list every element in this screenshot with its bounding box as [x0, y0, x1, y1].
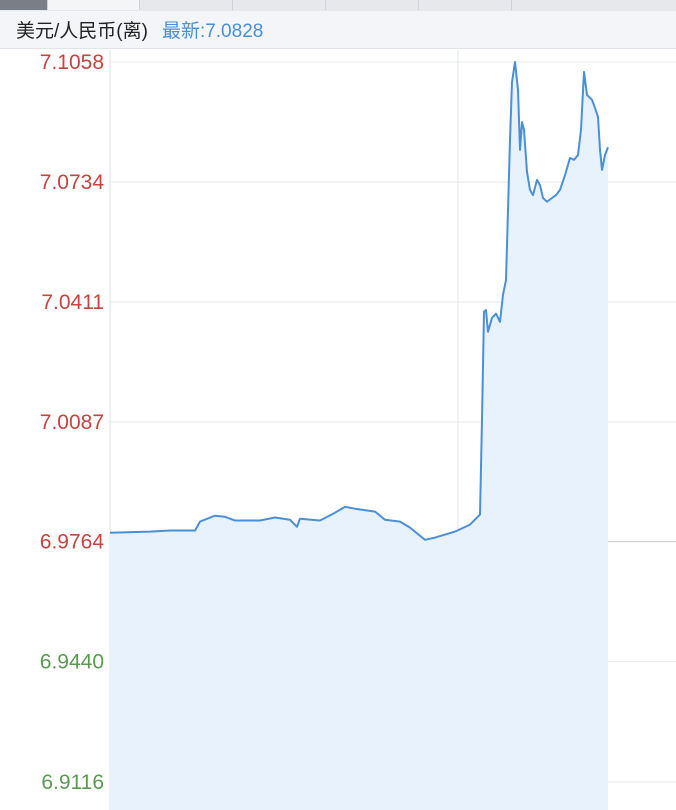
- tab-strip: [0, 0, 676, 11]
- chart-header: 美元/人民币(离) 最新:7.0828: [0, 11, 676, 49]
- y-tick-label: 7.0734: [40, 171, 105, 194]
- y-tick-label: 6.9440: [40, 651, 104, 674]
- y-tick-label: 6.9764: [40, 531, 105, 554]
- instrument-title: 美元/人民币(离): [16, 21, 148, 42]
- price-chart[interactable]: 7.1058 7.0734 7.0411 7.0087 6.9764 6.9440 6.91…: [0, 50, 676, 810]
- y-tick-label: 7.1058: [40, 51, 104, 74]
- latest-price: 最新:7.0828: [161, 21, 264, 42]
- tab-0[interactable]: [0, 0, 48, 10]
- tab-1[interactable]: [48, 0, 140, 10]
- tab-4[interactable]: [326, 0, 419, 10]
- y-tick-label: 7.0411: [41, 291, 104, 314]
- price-area-fill: [110, 62, 608, 810]
- price-line: [109, 61, 609, 541]
- tab-5[interactable]: [419, 0, 512, 10]
- tab-2[interactable]: [140, 0, 233, 10]
- y-tick-label: 7.0087: [40, 411, 104, 434]
- y-tick-label: 6.9116: [41, 771, 104, 794]
- tab-3[interactable]: [233, 0, 326, 10]
